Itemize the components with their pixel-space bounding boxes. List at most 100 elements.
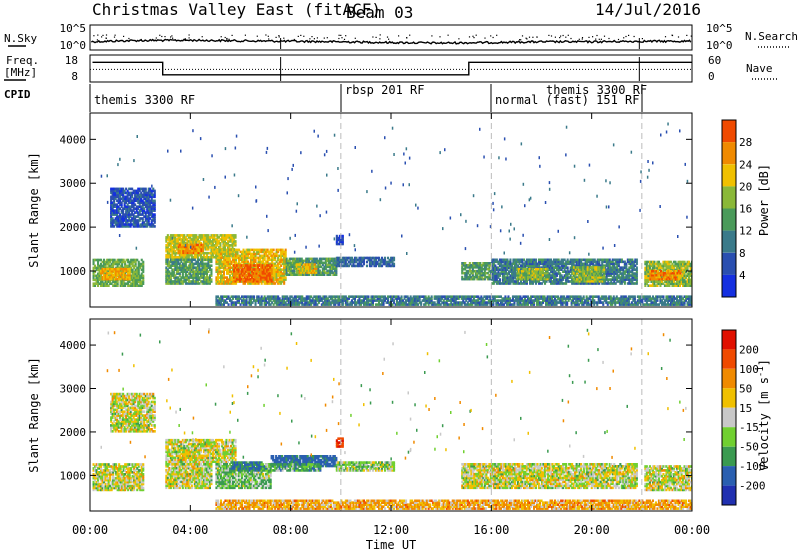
heatmap-cell (315, 265, 317, 268)
sky-outlier-point (625, 36, 626, 37)
sky-outlier-point (665, 36, 666, 37)
sky-outlier-point (372, 36, 373, 37)
sky-outlier-point (618, 39, 619, 40)
sky-outlier-point (623, 37, 624, 38)
sky-outlier-point (311, 36, 312, 37)
sky-outlier-point (128, 38, 129, 39)
sky-outlier-point (387, 37, 388, 38)
cpid-label: CPID (4, 88, 31, 101)
sky-outlier-point (529, 37, 530, 38)
heatmap-cell (202, 244, 204, 247)
heatmap-cell (273, 249, 275, 252)
sky-outlier-point (592, 36, 593, 37)
sky-outlier-point (314, 38, 315, 39)
sky-outlier-point (519, 39, 520, 40)
sky-outlier-point (555, 37, 556, 38)
heatmap-cell (271, 264, 273, 267)
sky-outlier-point (537, 37, 538, 38)
sky-left-tick-top: 10^5 (60, 22, 87, 35)
sky-outlier-point (141, 39, 142, 40)
sky-right-tick-bottom: 10^0 (706, 39, 733, 52)
sky-outlier-point (476, 35, 477, 36)
beam-label: Beam 03 (346, 3, 413, 22)
sky-outlier-point (568, 35, 569, 36)
sky-outlier-point (490, 35, 491, 36)
heatmap-cell (235, 240, 237, 243)
sky-outlier-point (283, 38, 284, 39)
sky-outlier-point (551, 35, 552, 36)
heatmap-cell (210, 259, 212, 262)
sky-outlier-point (398, 35, 399, 36)
sky-outlier-point (101, 36, 102, 37)
sky-outlier-point (448, 35, 449, 36)
sky-outlier-point (532, 37, 533, 38)
sky-outlier-point (596, 35, 597, 36)
sky-outlier-point (317, 37, 318, 38)
sky-outlier-point (379, 38, 380, 39)
sky-outlier-point (570, 38, 571, 39)
sky-right-tick-top: 10^5 (706, 22, 733, 35)
sky-outlier-point (114, 37, 115, 38)
heatmap-cell (680, 270, 682, 273)
freq-tick-bottom: 8 (71, 70, 78, 83)
heatmap-cell (567, 266, 569, 269)
sky-outlier-point (340, 35, 341, 36)
freq-series (90, 57, 692, 81)
sky-outlier-point (588, 37, 589, 38)
heatmap-cell (636, 259, 638, 262)
sky-outlier-point (548, 35, 549, 36)
heatmap-cell (384, 257, 386, 260)
sky-outlier-point (294, 39, 295, 40)
freq-tick-top: 18 (65, 54, 78, 67)
heatmap-cell (129, 268, 131, 271)
sky-outlier-point (338, 38, 339, 39)
heatmap-cell (499, 278, 501, 281)
heatmap-cell (250, 264, 252, 267)
sky-outlier-point (123, 36, 124, 37)
sky-outlier-point (102, 35, 103, 36)
heatmap-cell (547, 276, 549, 279)
sky-outlier-point (226, 38, 227, 39)
sky-outlier-point (225, 37, 226, 38)
sky-outlier-point (228, 39, 229, 40)
sky-outlier-point (327, 37, 328, 38)
nave-label: Nave (746, 62, 773, 75)
cpid-segment-2: rbsp 201 RF (345, 83, 424, 97)
sky-series-nsky (91, 39, 690, 44)
sky-outlier-point (97, 35, 98, 36)
sky-outlier-point (278, 35, 279, 36)
heatmap-cell (142, 261, 144, 264)
sky-outlier-point (431, 35, 432, 36)
sky-left-tick-bottom: 10^0 (60, 39, 87, 52)
sky-outlier-point (303, 36, 304, 37)
sky-outlier-point (599, 39, 600, 40)
heatmap-cell (235, 234, 237, 237)
sky-outlier-point (185, 38, 186, 39)
sky-outlier-point (672, 35, 673, 36)
sky-outlier-point (473, 37, 474, 38)
heatmap-cell (271, 276, 273, 279)
sky-outlier-point (376, 37, 377, 38)
sky-outlier-point (493, 37, 494, 38)
sky-outlier-point (642, 38, 643, 39)
heatmap-cell (271, 268, 273, 271)
sky-outlier-point (170, 36, 171, 37)
sky-outlier-point (298, 36, 299, 37)
sky-outlier-point (232, 35, 233, 36)
sky-outlier-point (115, 35, 116, 36)
cpid-segment-4: themis 3300 RF (546, 83, 647, 97)
sky-left-label: N.Sky (4, 32, 37, 45)
heatmap-cell (220, 253, 222, 256)
nave-tick-bottom: 0 (708, 70, 715, 83)
sky-outlier-point (520, 39, 521, 40)
sky-outlier-point (608, 38, 609, 39)
sky-outlier-point (221, 36, 222, 37)
sky-outlier-point (156, 37, 157, 38)
sky-outlier-point (276, 37, 277, 38)
sky-outlier-point (345, 35, 346, 36)
sky-outlier-point (604, 36, 605, 37)
sky-outlier-point (686, 35, 687, 36)
sky-outlier-point (268, 38, 269, 39)
sky-outlier-point (189, 37, 190, 38)
